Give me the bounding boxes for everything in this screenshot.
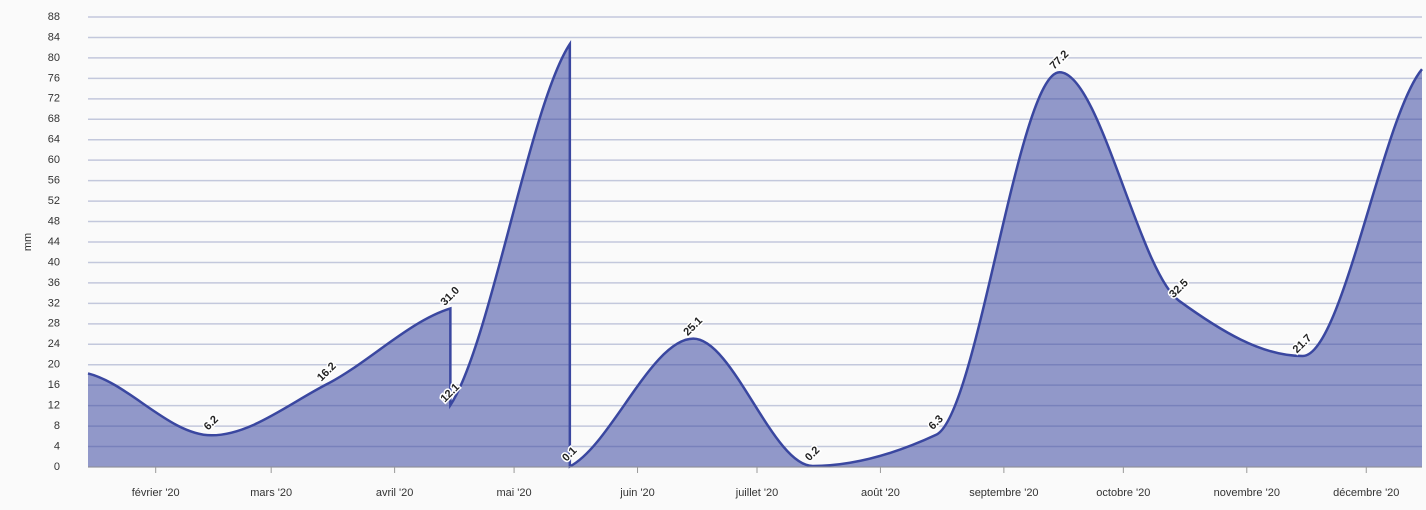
- data-label: 25.1: [681, 315, 705, 339]
- x-tick-label: mai '20: [497, 487, 532, 499]
- line: [87, 39, 1423, 469]
- y-tick-label: 24: [48, 338, 60, 350]
- y-tick-label: 60: [48, 154, 60, 166]
- y-tick-label: 80: [48, 52, 60, 64]
- y-tick-label: 44: [48, 236, 60, 248]
- y-tick-label: 84: [48, 31, 60, 43]
- y-tick-label: 28: [48, 318, 60, 330]
- y-tick-label: 76: [48, 72, 60, 84]
- y-tick-label: 0: [54, 461, 60, 473]
- x-tick-label: août '20: [861, 487, 900, 499]
- x-tick-label: octobre '20: [1096, 487, 1150, 499]
- y-tick-label: 4: [54, 440, 60, 452]
- y-tick-label: 20: [48, 359, 60, 371]
- x-tick-label: février '20: [132, 487, 180, 499]
- y-tick-label: 64: [48, 134, 60, 146]
- y-tick-label: 32: [48, 297, 60, 309]
- data-label: 77.2: [1048, 48, 1072, 72]
- data-label: 32.5: [1167, 277, 1191, 301]
- x-tick-label: novembre '20: [1214, 487, 1280, 499]
- data-label: 31.0: [438, 285, 462, 309]
- x-tick-label: avril '20: [376, 487, 414, 499]
- y-axis-label: mm: [22, 233, 34, 251]
- y-tick-label: 40: [48, 256, 60, 268]
- x-tick-label: septembre '20: [969, 487, 1038, 499]
- y-tick-label: 36: [48, 277, 60, 289]
- y-tick-label: 88: [48, 11, 60, 23]
- y-tick-label: 52: [48, 195, 60, 207]
- x-tick-label: décembre '20: [1333, 487, 1399, 499]
- y-tick-label: 68: [48, 113, 60, 125]
- area: [88, 44, 1422, 468]
- y-tick-label: 48: [48, 215, 60, 227]
- x-tick-label: juin '20: [619, 487, 655, 499]
- x-tick-label: juillet '20: [735, 487, 778, 499]
- y-tick-label: 12: [48, 400, 60, 412]
- data-label: 6.2: [202, 414, 221, 433]
- y-tick-label: 72: [48, 93, 60, 105]
- y-tick-label: 56: [48, 175, 60, 187]
- y-tick-label: 16: [48, 379, 60, 391]
- y-tick-label: 8: [54, 420, 60, 432]
- x-tick-label: mars '20: [250, 487, 292, 499]
